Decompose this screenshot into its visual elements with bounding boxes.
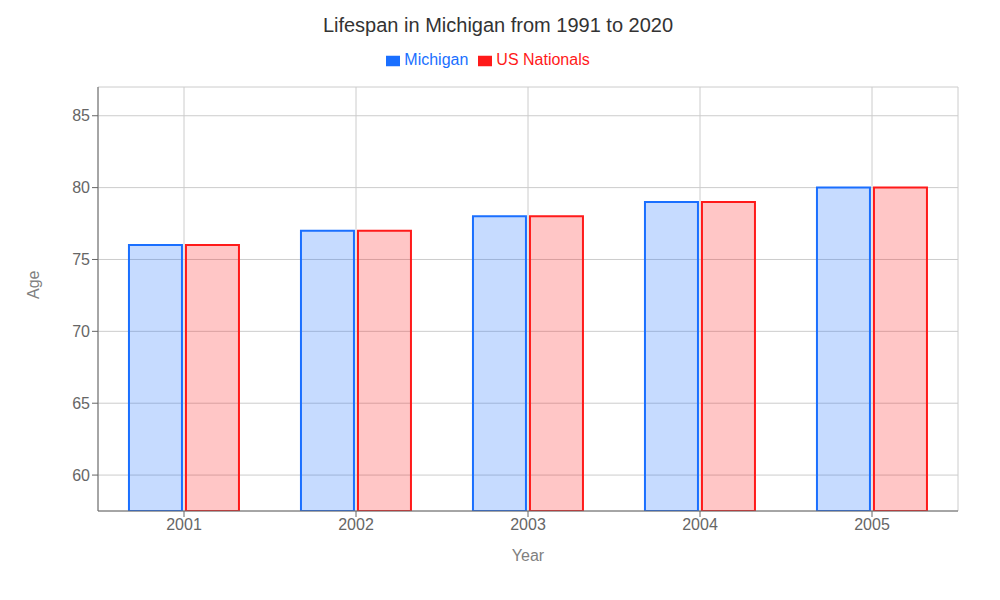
svg-text:Year: Year <box>512 547 545 564</box>
svg-text:2003: 2003 <box>510 516 546 533</box>
svg-text:80: 80 <box>72 179 90 196</box>
svg-text:75: 75 <box>72 251 90 268</box>
svg-text:2004: 2004 <box>682 516 718 533</box>
html-text:Michigan: Michigan <box>404 51 469 68</box>
html-text:Lifespan in Michigan from 1991: Lifespan in Michigan from 1991 to 2020 <box>322 14 674 36</box>
svg-text:85: 85 <box>72 107 90 124</box>
svg-text:2002: 2002 <box>338 516 374 533</box>
svg-text:2001: 2001 <box>166 516 202 533</box>
svg-text:65: 65 <box>72 395 90 412</box>
svg-text:Age: Age <box>25 270 42 299</box>
html-text:US Nationals: US Nationals <box>496 51 590 68</box>
svg-text:60: 60 <box>72 467 90 484</box>
svg-text:70: 70 <box>72 323 90 340</box>
svg-text:2005: 2005 <box>854 516 890 533</box>
